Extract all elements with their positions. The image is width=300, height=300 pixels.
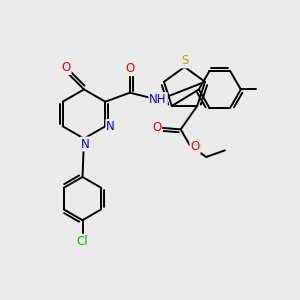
Text: N: N bbox=[106, 120, 115, 133]
Text: N: N bbox=[81, 137, 90, 151]
Text: NH: NH bbox=[149, 93, 167, 106]
Text: O: O bbox=[190, 140, 200, 153]
Text: S: S bbox=[181, 54, 188, 68]
Text: Cl: Cl bbox=[77, 235, 88, 248]
Text: O: O bbox=[152, 122, 161, 134]
Text: O: O bbox=[125, 62, 134, 75]
Text: O: O bbox=[61, 61, 70, 74]
